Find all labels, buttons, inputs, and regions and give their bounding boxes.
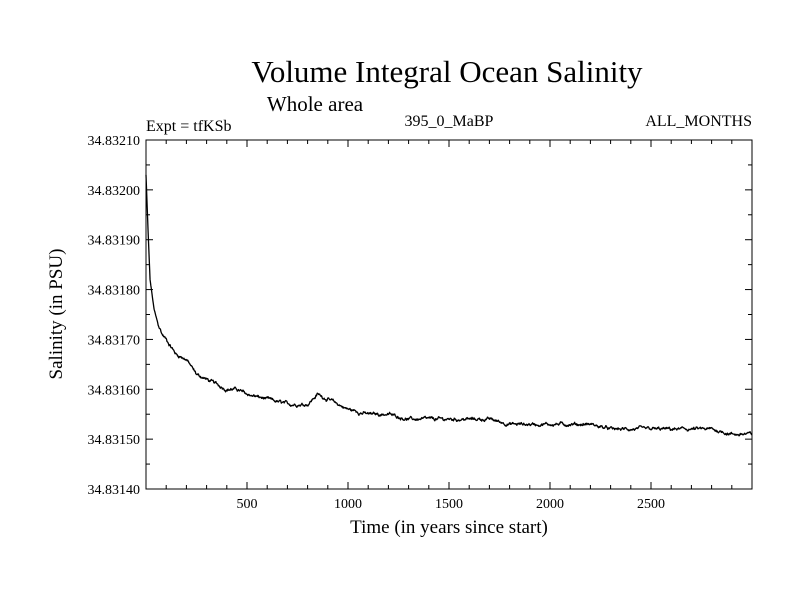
x-tick-label: 1500 [435, 497, 463, 512]
y-tick-label: 34.83140 [88, 483, 141, 498]
y-axis-label: Salinity (in PSU) [46, 249, 67, 380]
chart-subtitle: Whole area [267, 92, 364, 116]
x-tick-label: 500 [237, 497, 258, 512]
y-tick-label: 34.83190 [88, 234, 141, 249]
x-tick-label: 2500 [637, 497, 665, 512]
y-tick-label: 34.83150 [88, 433, 141, 448]
x-tick-label: 2000 [536, 497, 564, 512]
series-layer [145, 174, 753, 437]
experiment-label: Expt = tfKSb [146, 118, 231, 135]
x-axis-label: Time (in years since start) [350, 517, 548, 538]
y-tick-label: 34.83160 [88, 383, 141, 398]
x-tick-label: 1000 [334, 497, 362, 512]
salinity-series-line [145, 174, 753, 437]
chart-title: Volume Integral Ocean Salinity [251, 54, 643, 89]
months-label: ALL_MONTHS [645, 113, 752, 130]
y-tick-label: 34.83180 [88, 284, 141, 299]
y-tick-label: 34.83170 [88, 333, 141, 348]
period-label: 395_0_MaBP [405, 113, 494, 130]
ticks-layer: 34.83140 34.83150 34.83160 34.83170 34.83180… [88, 134, 752, 512]
plot-frame [145, 139, 753, 490]
y-tick-label: 34.83210 [88, 134, 141, 149]
y-tick-label: 34.83200 [88, 184, 141, 199]
